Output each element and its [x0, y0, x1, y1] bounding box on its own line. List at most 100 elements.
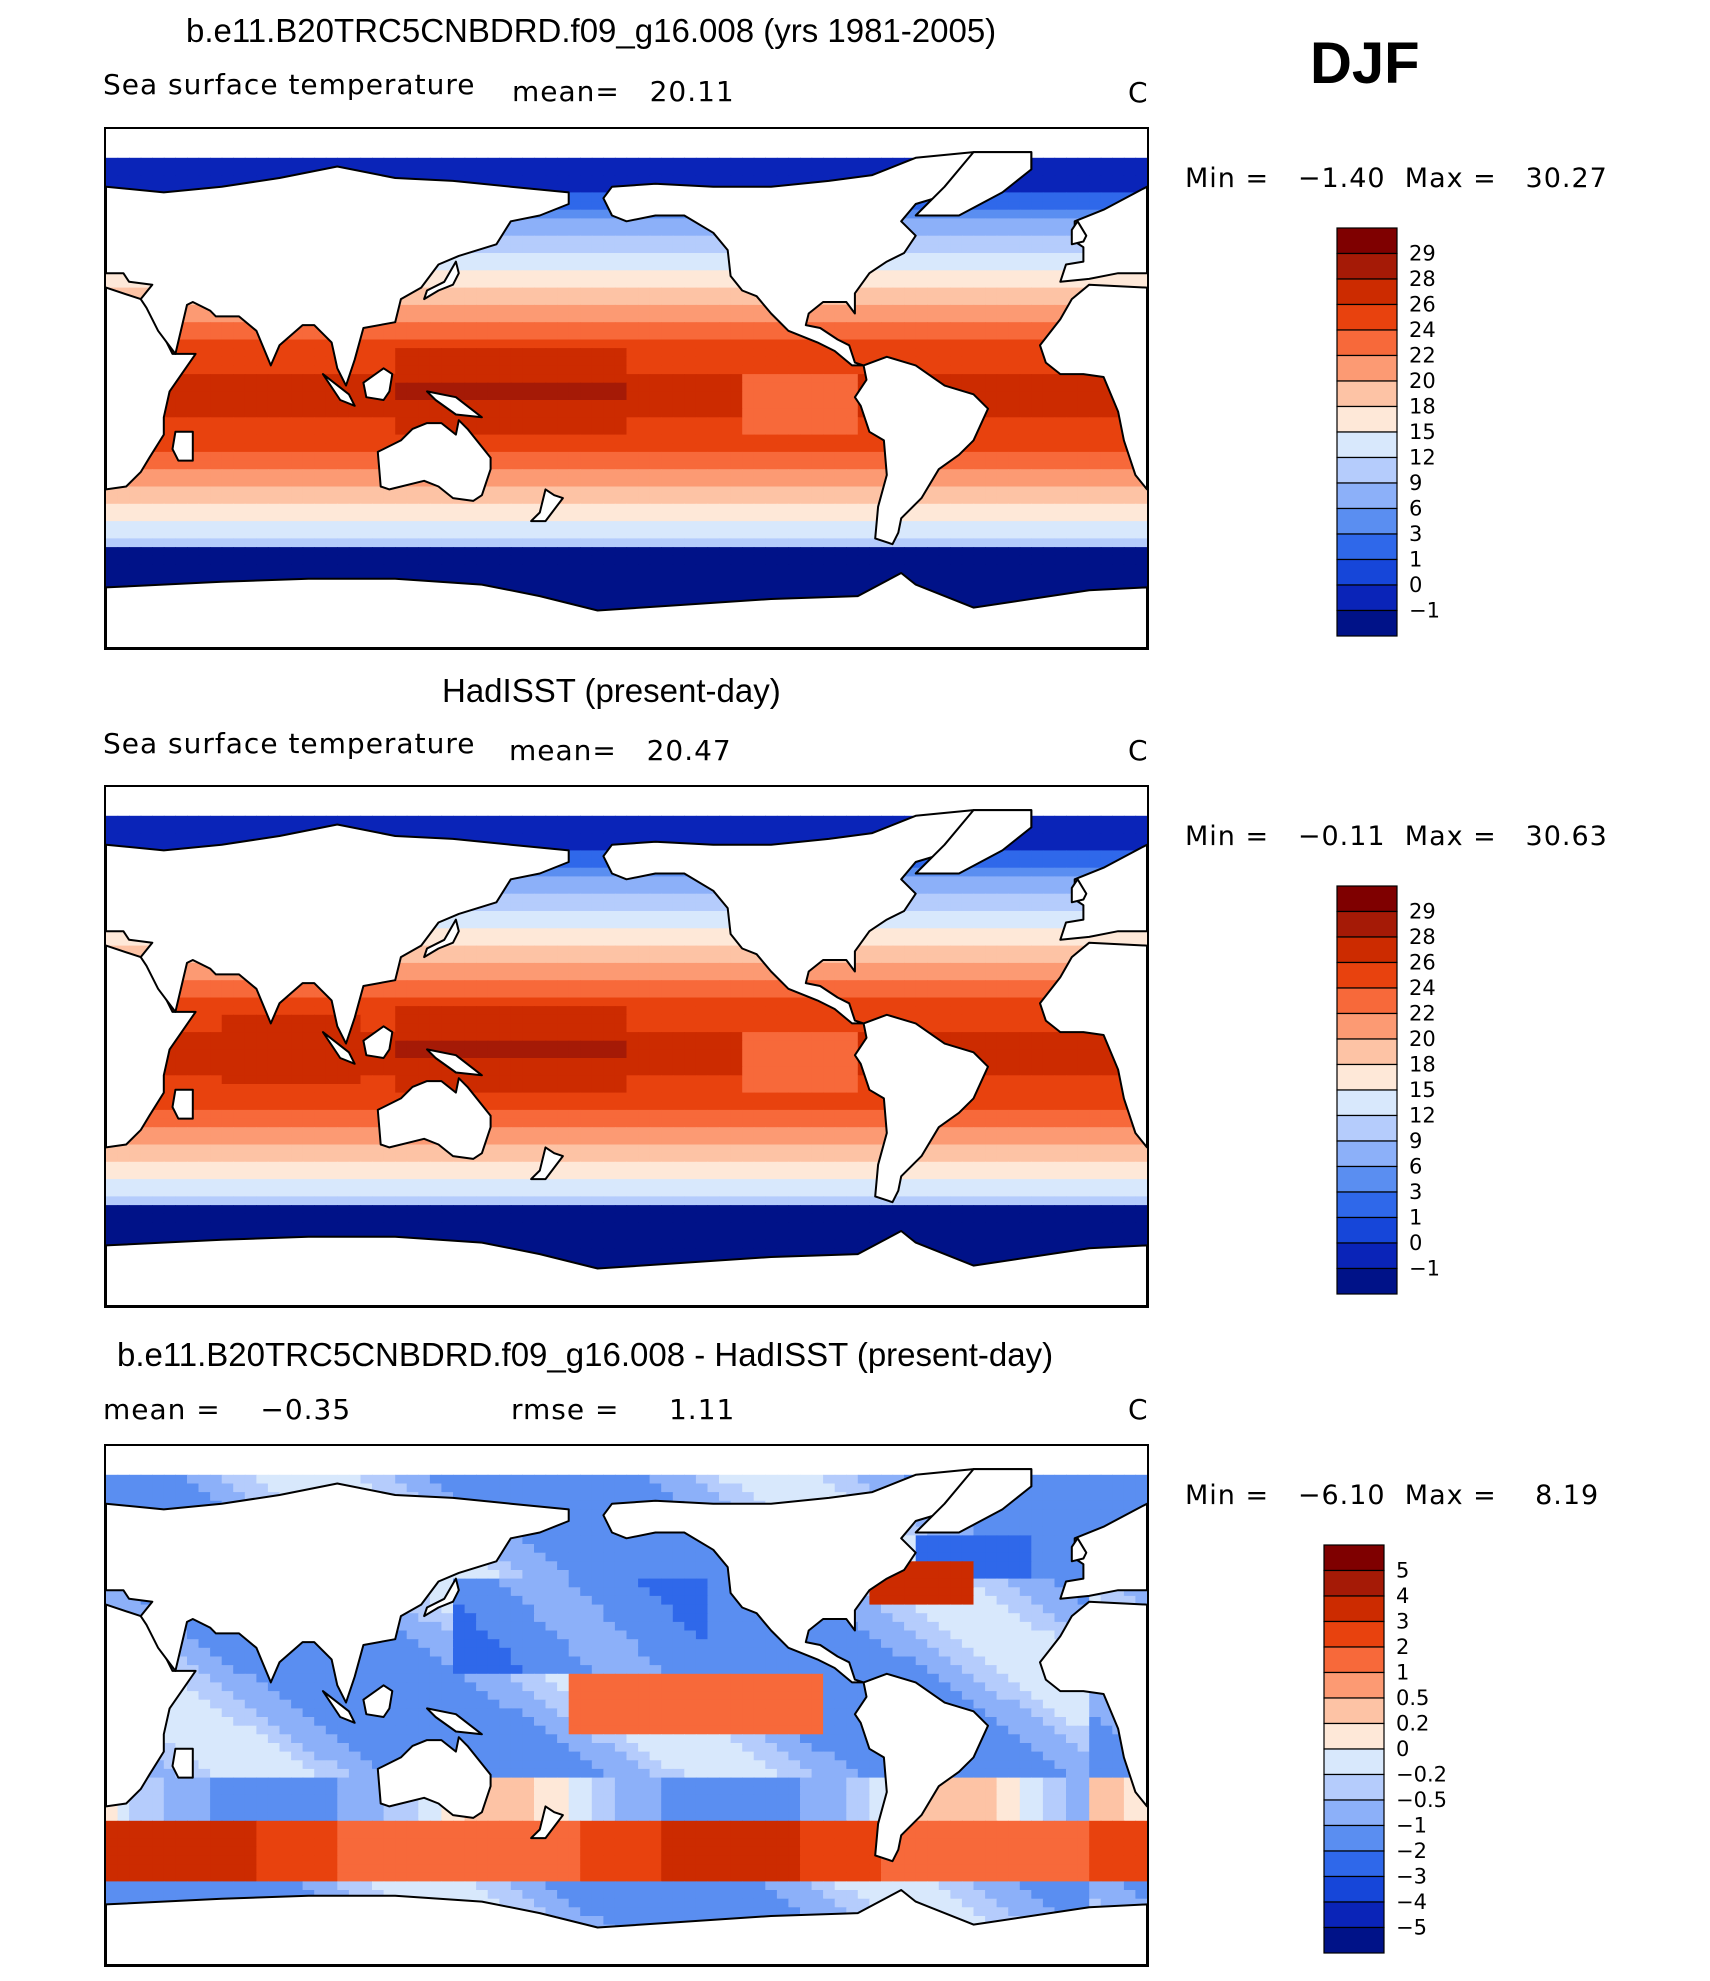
colorbar-level-label: 20: [1409, 369, 1436, 393]
colorbar-swatch: [1336, 910, 1398, 938]
panel-2-units: C: [1128, 734, 1149, 767]
panel-2-mean: mean= 20.47: [509, 734, 732, 767]
colorbar-level-label: 26: [1409, 951, 1436, 975]
colorbar-swatch: [1336, 1012, 1398, 1040]
colorbar-swatch: [1336, 405, 1398, 433]
colorbar-level-label: 0: [1409, 1231, 1422, 1255]
colorbar-swatch: [1336, 533, 1398, 561]
colorbar-swatch: [1336, 885, 1398, 913]
panel-2-colorbar: 29 28 26 24 22 20 18 15 12 9 6 3 1 0 −1: [1336, 885, 1457, 1296]
colorbar-level-label: 4: [1396, 1584, 1409, 1608]
colorbar-level-label: 1: [1396, 1661, 1409, 1685]
colorbar-swatch: [1336, 1165, 1398, 1193]
colorbar-level-label: −1: [1409, 599, 1440, 623]
colorbar-level-label: 26: [1409, 293, 1436, 317]
colorbar-level-label: 0.5: [1396, 1686, 1429, 1710]
colorbar-level-label: 28: [1409, 925, 1436, 949]
colorbar-level-label: 1: [1409, 1206, 1422, 1230]
panel-1-units: C: [1128, 76, 1149, 109]
colorbar-level-label: 28: [1409, 267, 1436, 291]
colorbar-level-label: 18: [1409, 395, 1436, 419]
panel-3-colorbar: 5 4 3 2 1 0.5 0.2 0 −0.2 −0.5 −1 −2 −3 −4 −5: [1323, 1544, 1454, 1955]
colorbar-swatch: [1323, 1773, 1385, 1801]
colorbar-level-label: 3: [1409, 1180, 1422, 1204]
panel-2-variable-label: Sea surface temperature: [103, 727, 476, 760]
panel-2-title: HadISST (present-day): [442, 672, 781, 709]
colorbar-level-label: 12: [1409, 446, 1436, 470]
colorbar-level-label: 3: [1396, 1610, 1409, 1634]
panel-3-mean: mean = −0.35: [103, 1393, 352, 1426]
colorbar-swatch: [1336, 1140, 1398, 1168]
colorbar-level-label: 3: [1409, 522, 1422, 546]
colorbar-level-label: −2: [1396, 1839, 1427, 1863]
panel-1-mean: mean= 20.11: [512, 75, 735, 108]
colorbar-level-label: 24: [1409, 976, 1436, 1000]
colorbar-level-label: 1: [1409, 548, 1422, 572]
colorbar-level-label: 6: [1409, 1155, 1422, 1179]
colorbar-swatch: [1336, 456, 1398, 484]
colorbar-swatch: [1336, 1216, 1398, 1244]
colorbar-swatch: [1336, 1114, 1398, 1142]
colorbar-swatch: [1336, 987, 1398, 1015]
panel-1-colorbar: 29 28 26 24 22 20 18 15 12 9 6 3 1 0 −1: [1336, 227, 1457, 638]
panel-3-title: b.e11.B20TRC5CNBDRD.f09_g16.008 - HadISS…: [117, 1336, 1054, 1373]
colorbar-swatch: [1336, 1063, 1398, 1091]
colorbar-swatch: [1323, 1875, 1385, 1903]
colorbar-swatch: [1323, 1671, 1385, 1699]
colorbar-level-label: −1: [1409, 1257, 1440, 1281]
colorbar-swatch: [1336, 558, 1398, 586]
colorbar-level-label: 2: [1396, 1635, 1409, 1659]
land-mask: [106, 809, 1147, 1306]
colorbar-level-label: 0: [1396, 1737, 1409, 1761]
colorbar-swatch: [1323, 1544, 1385, 1572]
panel-3-map: [104, 1444, 1149, 1967]
colorbar-swatch: [1323, 1569, 1385, 1597]
colorbar-level-label: 20: [1409, 1027, 1436, 1051]
colorbar-swatch: [1323, 1824, 1385, 1852]
colorbar-level-label: 15: [1409, 420, 1436, 444]
land-mask: [106, 1468, 1147, 1965]
colorbar-swatch: [1336, 936, 1398, 964]
colorbar-swatch: [1336, 1038, 1398, 1066]
colorbar-swatch: [1336, 1242, 1398, 1270]
panel-2-map: [104, 785, 1149, 1308]
colorbar-swatch: [1336, 278, 1398, 306]
colorbar-swatch: [1336, 227, 1398, 255]
colorbar-level-label: 0: [1409, 573, 1422, 597]
colorbar-level-label: 18: [1409, 1053, 1436, 1077]
colorbar-swatch: [1323, 1722, 1385, 1750]
colorbar-swatch: [1336, 584, 1398, 612]
colorbar-swatch: [1323, 1926, 1385, 1954]
colorbar-swatch: [1336, 961, 1398, 989]
colorbar-swatch: [1323, 1850, 1385, 1878]
panel-3-rmse: rmse = 1.11: [511, 1393, 736, 1426]
colorbar-level-label: −0.2: [1396, 1763, 1447, 1787]
colorbar-level-label: −1: [1396, 1814, 1427, 1838]
colorbar-swatch: [1323, 1595, 1385, 1623]
panel-3-min-max: Min = −6.10 Max = 8.19: [1185, 1480, 1600, 1511]
colorbar-level-label: 12: [1409, 1104, 1436, 1128]
colorbar-swatch: [1323, 1799, 1385, 1827]
panel-3-units: C: [1128, 1393, 1149, 1426]
colorbar-swatch: [1323, 1646, 1385, 1674]
colorbar-swatch: [1336, 482, 1398, 510]
colorbar-level-label: 22: [1409, 344, 1436, 368]
colorbar-level-label: −3: [1396, 1865, 1427, 1889]
colorbar-swatch: [1336, 507, 1398, 535]
colorbar-swatch: [1336, 303, 1398, 331]
colorbar-level-label: 15: [1409, 1078, 1436, 1102]
colorbar-swatch: [1336, 354, 1398, 382]
colorbar-level-label: −5: [1396, 1916, 1427, 1940]
colorbar-swatch: [1323, 1901, 1385, 1929]
colorbar-level-label: 6: [1409, 497, 1422, 521]
colorbar-level-label: 29: [1409, 900, 1436, 924]
colorbar-swatch: [1336, 1267, 1398, 1295]
colorbar-swatch: [1323, 1620, 1385, 1648]
colorbar-level-label: 29: [1409, 242, 1436, 266]
panel-1-min-max: Min = −1.40 Max = 30.27: [1185, 163, 1608, 194]
panel-1-map: [104, 127, 1149, 650]
panel-2-min-max: Min = −0.11 Max = 30.63: [1185, 821, 1608, 852]
colorbar-swatch: [1323, 1748, 1385, 1776]
colorbar-swatch: [1336, 252, 1398, 280]
land-mask: [106, 151, 1147, 648]
